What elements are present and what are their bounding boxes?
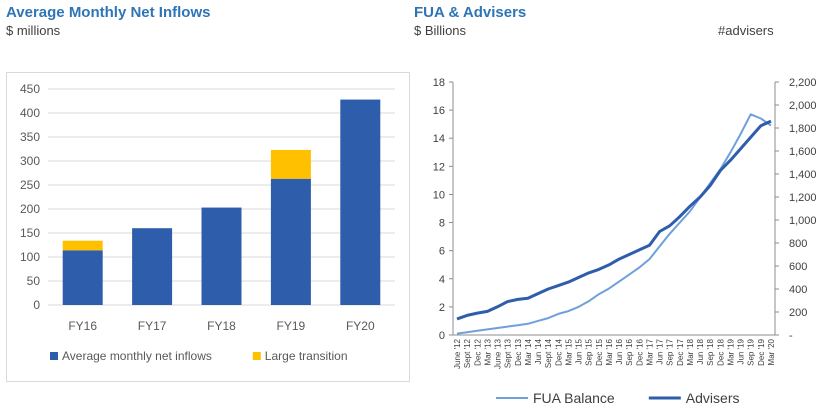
y-right-tick-label: 2,200 — [789, 77, 817, 89]
y-right-tick-label: - — [789, 330, 793, 342]
y-tick-label: 400 — [20, 106, 40, 120]
x-tick-label: Dec '12 — [473, 338, 482, 365]
x-tick-label: Mar '13 — [483, 338, 492, 365]
y-left-tick-label: 14 — [433, 133, 445, 145]
y-right-tick-label: 1,600 — [789, 146, 817, 158]
left-chart-subtitle: $ millions — [6, 23, 61, 38]
x-tick-label: FY17 — [138, 319, 167, 333]
x-tick-label: Dec '14 — [554, 338, 563, 365]
x-tick-label: Dec '13 — [514, 338, 523, 365]
y-right-tick-label: 400 — [789, 284, 807, 296]
y-tick-label: 450 — [20, 82, 40, 96]
y-right-tick-label: 1,000 — [789, 215, 817, 227]
x-tick-label: Sep '15 — [585, 338, 594, 365]
y-left-tick-label: 18 — [433, 77, 445, 89]
x-tick-label: Jun '18 — [696, 338, 705, 364]
x-tick-label: Sept '14 — [544, 338, 553, 368]
y-tick-label: 350 — [20, 130, 40, 144]
right-chart-subtitle: $ Billions — [414, 23, 467, 38]
x-tick-label: Sept '13 — [504, 338, 513, 368]
bar — [62, 240, 103, 251]
y-left-tick-label: 6 — [439, 246, 445, 258]
x-tick-label: Dec '18 — [716, 338, 725, 365]
x-tick-label: Sep '17 — [666, 338, 675, 365]
y-tick-label: 300 — [20, 154, 40, 168]
x-tick-label: Mar '19 — [726, 338, 735, 365]
x-tick-label: Mar '16 — [605, 338, 614, 365]
y-tick-label: 250 — [20, 178, 40, 192]
y-right-tick-label: 600 — [789, 261, 807, 273]
y-left-tick-label: 0 — [439, 330, 445, 342]
legend-label: Advisers — [686, 390, 740, 406]
bar — [132, 228, 173, 305]
x-tick-label: Mar '14 — [524, 338, 533, 365]
x-tick-label: Dec '19 — [757, 338, 766, 365]
x-tick-label: Mar '15 — [564, 338, 573, 365]
x-tick-label: Mar '17 — [645, 338, 654, 365]
y-right-tick-label: 1,400 — [789, 169, 817, 181]
y-right-tick-label: 1,200 — [789, 192, 817, 204]
y-left-tick-label: 16 — [433, 105, 445, 117]
y-left-tick-label: 12 — [433, 161, 445, 173]
advisers-line — [456, 119, 772, 321]
x-tick-label: Jun '14 — [534, 338, 543, 364]
y-left-tick-label: 10 — [433, 189, 445, 201]
y-tick-label: 150 — [20, 226, 40, 240]
y-right-tick-label: 2,000 — [789, 100, 817, 112]
bar — [340, 99, 381, 305]
x-tick-label: June '12 — [453, 338, 462, 369]
right-axis-subtitle: #advisers — [718, 23, 774, 38]
bar — [270, 178, 311, 305]
legend-label: Large transition — [265, 349, 348, 363]
x-tick-label: Sep '18 — [706, 338, 715, 365]
y-left-tick-label: 4 — [439, 274, 445, 286]
y-tick-label: 0 — [33, 298, 40, 312]
y-right-tick-label: 200 — [789, 307, 807, 319]
x-tick-label: Dec '15 — [595, 338, 604, 365]
y-left-tick-label: 2 — [439, 302, 445, 314]
x-tick-label: Jun '16 — [615, 338, 624, 364]
x-tick-label: June '13 — [494, 338, 503, 369]
y-tick-label: 100 — [20, 250, 40, 264]
bar — [201, 207, 242, 305]
x-tick-label: Mar '20 — [767, 338, 776, 365]
y-left-tick-label: 8 — [439, 218, 445, 230]
x-tick-label: FY18 — [207, 319, 236, 333]
y-right-tick-label: 1,800 — [789, 123, 817, 135]
right-chart-title: FUA & Advisers — [414, 4, 527, 21]
left-chart-title: Average Monthly Net Inflows — [6, 4, 211, 21]
bar — [270, 149, 311, 179]
x-tick-label: Jun '19 — [737, 338, 746, 364]
x-tick-label: FY19 — [277, 319, 306, 333]
x-tick-label: Jun '17 — [656, 338, 665, 364]
legend-label: FUA Balance — [533, 390, 615, 406]
x-tick-label: Sept '12 — [463, 338, 472, 368]
legend-swatch — [50, 352, 58, 360]
x-tick-label: Mar '18 — [686, 338, 695, 365]
x-tick-label: Dec '17 — [676, 338, 685, 365]
bar-chart-panel — [6, 72, 410, 382]
bar — [62, 250, 103, 305]
x-tick-label: FY16 — [68, 319, 97, 333]
y-right-tick-label: 800 — [789, 238, 807, 250]
legend-swatch — [252, 352, 261, 360]
legend-label: Average monthly net inflows — [62, 349, 212, 363]
y-tick-label: 50 — [27, 274, 41, 288]
x-tick-label: Sep '19 — [747, 338, 756, 365]
y-tick-label: 200 — [20, 202, 40, 216]
x-tick-label: Dec '16 — [635, 338, 644, 365]
fua-balance-line — [456, 113, 772, 335]
x-tick-label: FY20 — [346, 319, 375, 333]
x-tick-label: Sep '16 — [625, 338, 634, 365]
x-tick-label: Jun '15 — [575, 338, 584, 364]
